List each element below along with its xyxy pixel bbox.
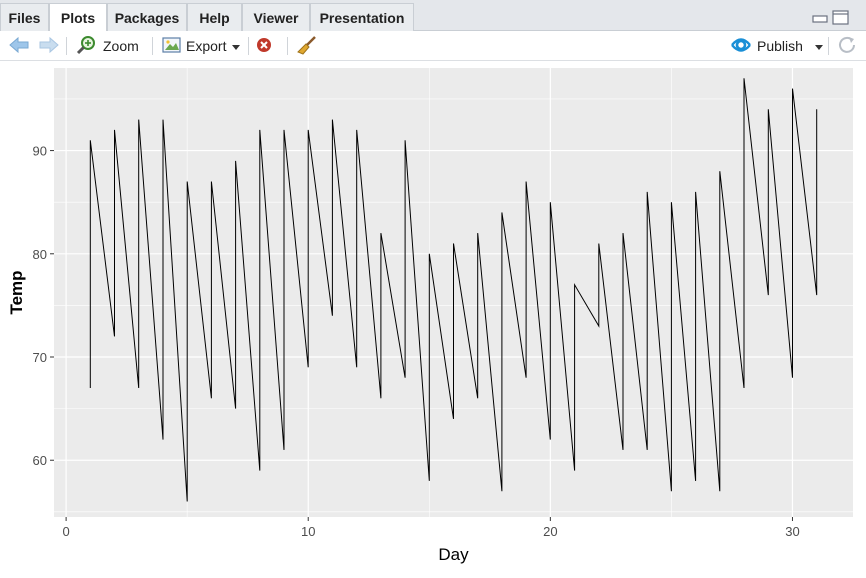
- minimize-icon[interactable]: [812, 10, 828, 29]
- y-tick-label: 60: [33, 453, 47, 468]
- back-button[interactable]: [8, 31, 30, 61]
- zoom-button[interactable]: Zoom: [76, 31, 139, 61]
- plot-viewer: 0 10 20 30 60 70 80 90 Day Temp: [0, 61, 866, 573]
- zoom-label: Zoom: [103, 38, 139, 54]
- arrow-left-icon: [8, 36, 30, 57]
- magnifier-icon: [76, 35, 96, 58]
- x-tick-label: 0: [62, 524, 69, 539]
- x-tick-label: 20: [543, 524, 557, 539]
- broom-icon: [297, 35, 317, 58]
- refresh-button[interactable]: [837, 31, 857, 61]
- x-axis-title: Day: [438, 545, 469, 564]
- y-tick-label: 90: [33, 144, 47, 159]
- plots-toolbar: Zoom Export Publish: [0, 31, 866, 61]
- remove-plot-icon: [255, 36, 273, 57]
- export-label: Export: [186, 38, 227, 54]
- export-button[interactable]: Export: [162, 31, 241, 61]
- refresh-icon: [837, 35, 857, 58]
- export-image-icon: [162, 36, 182, 57]
- publish-button[interactable]: Publish: [731, 31, 823, 61]
- arrow-right-icon: [38, 36, 60, 57]
- y-axis-title: Temp: [7, 270, 26, 314]
- tab-plots[interactable]: Plots: [49, 3, 107, 32]
- chevron-down-icon: [232, 38, 241, 54]
- tab-viewer[interactable]: Viewer: [242, 3, 310, 31]
- publish-icon: [731, 36, 751, 57]
- remove-plot-button[interactable]: [255, 31, 273, 61]
- tab-presentation[interactable]: Presentation: [310, 3, 414, 31]
- publish-label: Publish: [757, 38, 803, 54]
- tab-help[interactable]: Help: [187, 3, 242, 31]
- x-tick-label: 30: [785, 524, 799, 539]
- pane-tab-bar: Files Plots Packages Help Viewer Present…: [0, 0, 866, 32]
- chevron-down-icon: [814, 38, 823, 54]
- line-chart: 0 10 20 30 60 70 80 90 Day Temp: [7, 68, 853, 564]
- y-tick-label: 80: [33, 247, 47, 262]
- series-line-0: [89, 78, 818, 502]
- clear-all-plots-button[interactable]: [297, 31, 317, 61]
- maximize-icon[interactable]: [832, 10, 850, 31]
- tab-packages[interactable]: Packages: [107, 3, 187, 31]
- forward-button[interactable]: [38, 31, 60, 61]
- tab-files[interactable]: Files: [0, 3, 49, 31]
- y-tick-label: 70: [33, 350, 47, 365]
- x-tick-label: 10: [301, 524, 315, 539]
